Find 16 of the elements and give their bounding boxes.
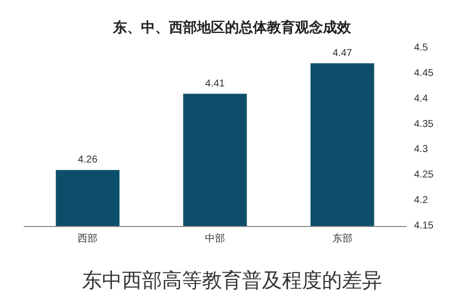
y-tick-label: 4.4 [414,93,428,104]
data-label: 4.26 [78,154,98,166]
y-tick-label: 4.35 [414,118,434,130]
data-label: 4.41 [205,78,226,90]
y-tick-label: 4.45 [414,68,434,79]
y-tick-label: 4.15 [414,220,434,232]
y-tick-label: 4.2 [414,195,428,206]
x-tick-label: 西部 [78,232,98,244]
x-tick-label: 东部 [332,232,352,244]
chart-title: 东、中、西部地区的总体教育观念成效 [112,19,352,36]
data-label: 4.47 [332,48,352,59]
y-tick-label: 4.25 [414,170,434,181]
y-tick-label: 4.5 [414,42,428,54]
text: 东中西部高等教育普及程度的差异 [82,268,382,292]
x-tick-label: 中部 [205,232,225,244]
y-tick-label: 4.3 [414,144,428,156]
